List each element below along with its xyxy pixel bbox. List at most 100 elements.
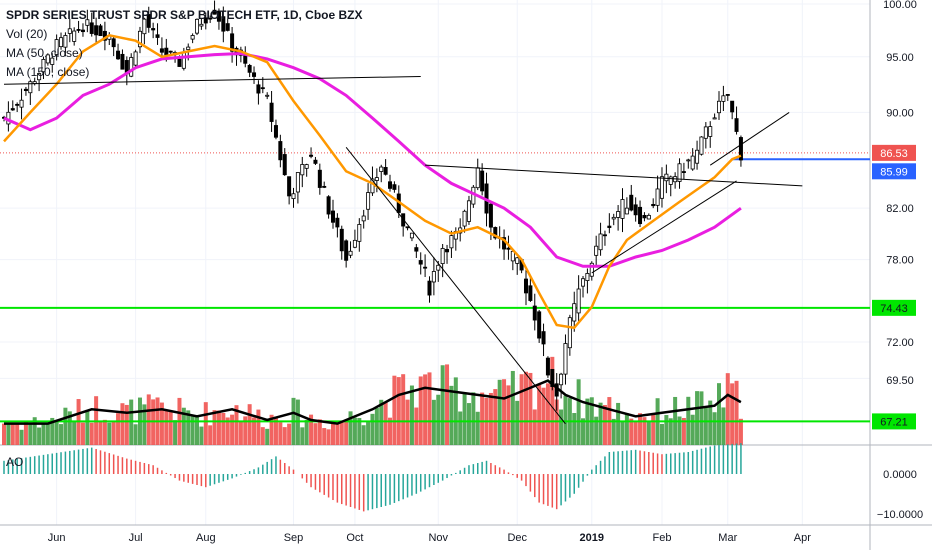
volume-bar-151 bbox=[664, 415, 669, 445]
volume-bar-123 bbox=[541, 387, 546, 445]
legend: SPDR SERIES TRUST SPDR S&P BIOTECH ETF, … bbox=[6, 6, 363, 82]
volume-bar-109 bbox=[480, 392, 485, 445]
green-top-label: 74.43 bbox=[880, 303, 908, 315]
ao-bars bbox=[3, 443, 742, 512]
candle-body-27 bbox=[120, 53, 125, 70]
candle-body-124 bbox=[545, 357, 550, 376]
volume-bar-7 bbox=[32, 417, 37, 445]
volume-bar-14 bbox=[63, 407, 68, 445]
candle-body-102 bbox=[449, 235, 454, 249]
candle-body-119 bbox=[523, 278, 528, 294]
volume-bar-87 bbox=[383, 401, 388, 445]
ma150-line bbox=[3, 51, 742, 268]
price-tick-3: 82.00 bbox=[886, 203, 914, 215]
blue-line-label-bg bbox=[872, 163, 916, 180]
volume-bar-125 bbox=[550, 356, 555, 445]
volume-bar-166 bbox=[730, 383, 735, 445]
volume-bar-82 bbox=[361, 425, 366, 445]
volume-bar-16 bbox=[72, 421, 77, 445]
candle-body-60 bbox=[265, 94, 270, 97]
candle-body-82 bbox=[361, 215, 366, 222]
volume-bar-90 bbox=[396, 377, 401, 445]
volume-bar-167 bbox=[734, 380, 739, 445]
volume-bar-24 bbox=[107, 422, 112, 445]
volume-bar-6 bbox=[28, 423, 33, 445]
volume-bar-155 bbox=[681, 417, 686, 445]
volume-bar-78 bbox=[344, 420, 349, 445]
volume-bar-127 bbox=[559, 409, 564, 445]
volume-bar-62 bbox=[273, 416, 278, 445]
volume-bar-65 bbox=[287, 423, 292, 445]
volume-bar-50 bbox=[221, 412, 226, 445]
candle-body-85 bbox=[374, 177, 379, 181]
candle-body-8 bbox=[37, 73, 42, 81]
volume-bar-89 bbox=[392, 375, 397, 445]
candle-body-21 bbox=[94, 25, 99, 36]
candle-body-79 bbox=[348, 250, 353, 256]
volume-bar-162 bbox=[712, 412, 717, 445]
blue-line-label: 85.99 bbox=[880, 166, 908, 178]
volume-bar-161 bbox=[708, 400, 713, 445]
time-tick-5: Nov bbox=[428, 532, 448, 544]
volume-bar-96 bbox=[423, 374, 428, 445]
volume-bar-25 bbox=[111, 420, 116, 445]
volume-bar-55 bbox=[243, 416, 248, 445]
volume-bar-3 bbox=[15, 422, 20, 445]
volume-bar-102 bbox=[449, 385, 454, 445]
volume-bar-4 bbox=[19, 429, 24, 445]
volume-bar-15 bbox=[67, 411, 72, 445]
candle-body-115 bbox=[506, 247, 511, 250]
volume-bar-56 bbox=[247, 404, 252, 445]
candle-body-67 bbox=[295, 172, 300, 193]
candle-body-14 bbox=[63, 35, 68, 48]
candle-body-158 bbox=[695, 149, 700, 164]
candle-body-64 bbox=[282, 154, 287, 176]
candle-body-122 bbox=[537, 311, 542, 339]
time-tick-1: Jul bbox=[129, 532, 143, 544]
price-axis: 100.00 95.00 90.00 82.00 78.00 72.00 69.50 86.5… bbox=[872, 0, 923, 521]
candle-body-166 bbox=[730, 100, 735, 113]
candles bbox=[2, 0, 743, 411]
candle-body-42 bbox=[186, 46, 191, 51]
candle-body-56 bbox=[247, 65, 252, 73]
candle-body-73 bbox=[322, 185, 327, 188]
candle-body-44 bbox=[195, 18, 200, 34]
candle-body-144 bbox=[633, 204, 638, 216]
candle-body-127 bbox=[559, 373, 564, 386]
time-tick-7: 2019 bbox=[580, 532, 604, 544]
volume-ma-line bbox=[4, 379, 742, 425]
ao-tick-1: −10.0000 bbox=[877, 509, 923, 521]
candle-body-31 bbox=[137, 30, 142, 48]
candle-body-75 bbox=[330, 210, 335, 223]
time-tick-4: Oct bbox=[346, 532, 363, 544]
candle-body-138 bbox=[607, 225, 612, 228]
candle-body-135 bbox=[594, 245, 599, 256]
candle-body-86 bbox=[379, 166, 384, 172]
volume-bar-165 bbox=[725, 373, 730, 445]
volume-bar-148 bbox=[651, 413, 656, 445]
candle-body-4 bbox=[19, 99, 24, 108]
volume-bar-57 bbox=[252, 417, 257, 445]
time-axis: Jun Jul Aug Sep Oct Nov Dec 2019 Feb Mar Apr bbox=[48, 532, 811, 544]
candle-body-147 bbox=[646, 214, 651, 220]
time-tick-0: Jun bbox=[48, 532, 66, 544]
volume-bar-5 bbox=[23, 421, 28, 445]
volume-bar-47 bbox=[208, 425, 213, 445]
candle-body-25 bbox=[111, 38, 116, 48]
volume-bar-11 bbox=[50, 417, 55, 445]
candle-body-132 bbox=[581, 278, 586, 287]
volume-bar-111 bbox=[488, 392, 493, 445]
candle-body-36 bbox=[159, 48, 164, 53]
time-tick-2: Aug bbox=[196, 532, 216, 544]
candle-body-156 bbox=[686, 159, 691, 162]
candle-body-111 bbox=[488, 203, 493, 228]
time-tick-3: Sep bbox=[284, 532, 304, 544]
candle-body-139 bbox=[611, 216, 616, 220]
candle-body-20 bbox=[89, 22, 94, 34]
candle-body-133 bbox=[585, 273, 590, 281]
volume-bar-61 bbox=[269, 414, 274, 445]
volume-bar-39 bbox=[173, 420, 178, 445]
candle-body-16 bbox=[72, 30, 77, 42]
candle-body-3 bbox=[15, 103, 20, 106]
